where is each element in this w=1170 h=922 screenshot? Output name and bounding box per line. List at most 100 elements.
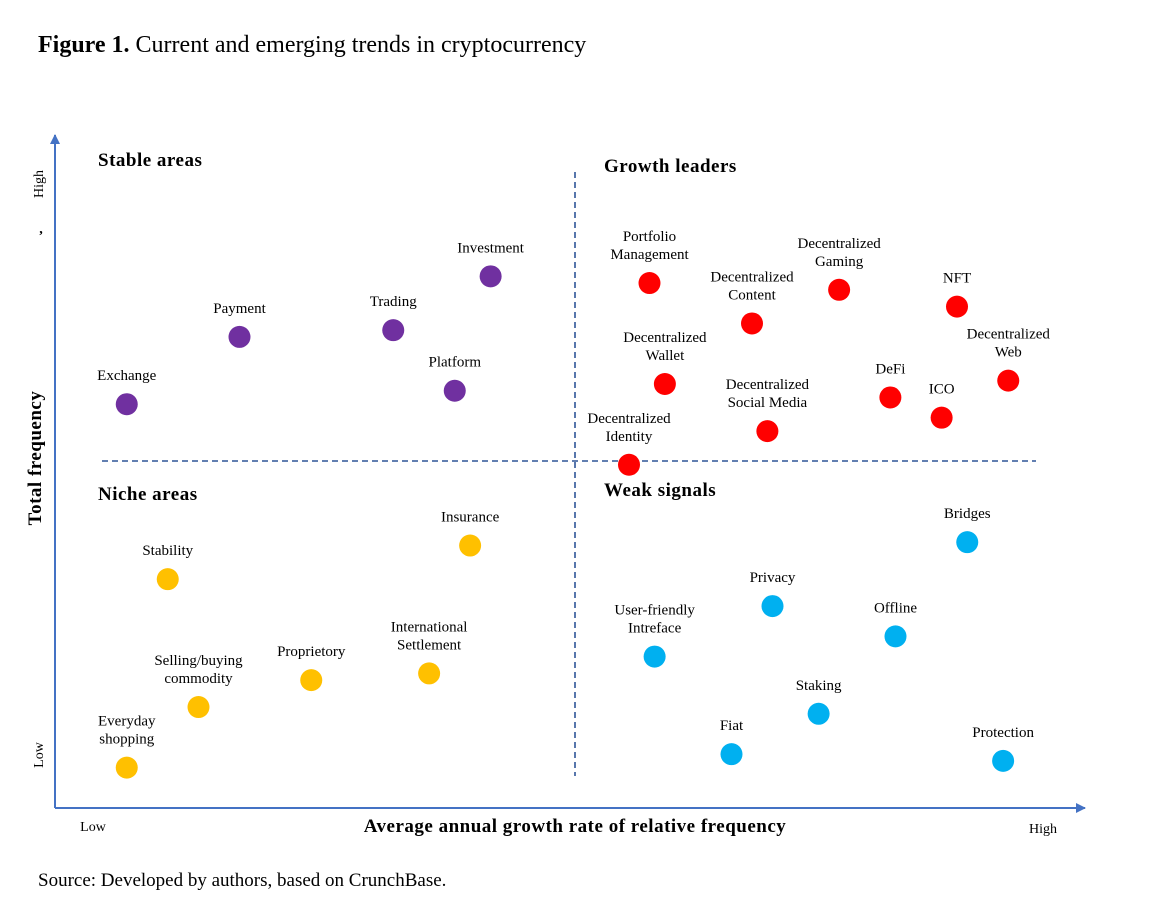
data-point: Trading bbox=[370, 294, 417, 342]
point-label: Everyday bbox=[98, 714, 156, 730]
point-label: Content bbox=[728, 287, 776, 303]
data-point: Payment bbox=[213, 301, 267, 348]
point-label: shopping bbox=[99, 732, 155, 748]
point-marker bbox=[643, 645, 666, 668]
data-point: International Settlement bbox=[391, 619, 468, 685]
point-marker bbox=[946, 295, 968, 318]
point-label: Exchange bbox=[97, 368, 156, 384]
data-point: Bridges bbox=[944, 506, 991, 554]
point-label: Decentralized bbox=[587, 411, 671, 427]
point-marker bbox=[300, 669, 323, 692]
quadrant-label: Stable areas bbox=[98, 150, 202, 171]
axes bbox=[50, 134, 1086, 813]
point-marker bbox=[638, 272, 661, 295]
point-label: Settlement bbox=[397, 637, 462, 653]
point-marker bbox=[720, 743, 743, 766]
data-point: Insurance bbox=[441, 510, 500, 557]
x-high-label: High bbox=[1029, 822, 1057, 837]
point-marker bbox=[187, 696, 210, 719]
data-point: User-friendly Intreface bbox=[614, 603, 695, 668]
point-label: International bbox=[391, 619, 468, 635]
point-label: Investment bbox=[457, 240, 524, 256]
quadrant-label: Growth leaders bbox=[604, 156, 737, 177]
point-marker bbox=[156, 568, 179, 591]
point-marker bbox=[443, 379, 466, 402]
point-marker bbox=[382, 319, 405, 342]
point-marker bbox=[418, 662, 441, 685]
axis-labels: Average annual growth rate of relative f… bbox=[25, 170, 1057, 837]
point-label: User-friendly bbox=[614, 603, 695, 619]
figure-caption: Current and emerging trends in cryptocur… bbox=[135, 32, 587, 58]
data-point: Stability bbox=[142, 543, 194, 591]
point-label: Insurance bbox=[441, 510, 500, 526]
point-marker bbox=[653, 373, 676, 396]
data-points: Exchange Payment Trading Investment Platform… bbox=[97, 229, 1050, 779]
y-high-label: High bbox=[32, 170, 47, 198]
point-label: Selling/buying bbox=[154, 653, 243, 669]
data-point: Decentralized Web bbox=[967, 327, 1051, 392]
point-label: Decentralized bbox=[726, 377, 810, 393]
point-label: Proprietory bbox=[277, 644, 346, 660]
point-label: Web bbox=[995, 345, 1022, 361]
point-label: Management bbox=[610, 247, 689, 263]
point-label: Social Media bbox=[728, 395, 808, 411]
point-label: Decentralized bbox=[967, 327, 1051, 343]
point-marker bbox=[756, 420, 779, 443]
x-axis-title: Average annual growth rate of relative f… bbox=[364, 816, 787, 837]
data-point: Decentralized Gaming bbox=[797, 236, 881, 301]
data-point: ICO bbox=[929, 382, 955, 429]
data-point: Decentralized Content bbox=[710, 269, 794, 335]
data-point: Privacy bbox=[750, 570, 796, 618]
point-marker bbox=[115, 393, 138, 416]
point-marker bbox=[884, 625, 907, 648]
quadrant-labels: Stable areas Growth leaders Niche areas Wea… bbox=[98, 150, 737, 505]
point-label: Bridges bbox=[944, 506, 991, 522]
data-point: Staking bbox=[796, 678, 842, 725]
quadrant-label: Niche areas bbox=[98, 484, 198, 505]
y-low-label: Low bbox=[32, 741, 47, 768]
x-low-label: Low bbox=[80, 820, 107, 835]
point-label: Decentralized bbox=[710, 269, 794, 285]
point-marker bbox=[828, 278, 851, 301]
point-label: Protection bbox=[972, 725, 1034, 741]
point-marker bbox=[930, 406, 953, 429]
point-marker bbox=[992, 749, 1015, 772]
data-point: Protection bbox=[972, 725, 1034, 772]
point-label: Payment bbox=[213, 301, 266, 317]
point-label: Offline bbox=[874, 600, 917, 616]
point-marker bbox=[997, 369, 1020, 392]
point-marker bbox=[228, 325, 251, 348]
point-label: Intreface bbox=[628, 621, 682, 637]
point-label: Trading bbox=[370, 294, 417, 310]
data-point: Proprietory bbox=[277, 644, 346, 692]
point-label: Decentralized bbox=[797, 236, 881, 252]
data-point: Selling/buying commodity bbox=[154, 653, 243, 719]
data-point: Decentralized Wallet bbox=[623, 330, 707, 396]
figure-title: Figure 1. Current and emerging trends in… bbox=[38, 32, 586, 59]
point-label: Portfolio bbox=[623, 229, 676, 245]
point-marker bbox=[115, 756, 138, 779]
data-point: Platform bbox=[429, 355, 481, 402]
point-label: Wallet bbox=[645, 348, 685, 364]
point-marker bbox=[459, 534, 482, 557]
data-point: Fiat bbox=[720, 718, 744, 766]
point-marker bbox=[479, 265, 502, 288]
source-note: Source: Developed by authors, based on C… bbox=[38, 870, 447, 891]
figure-label: Figure 1. bbox=[38, 32, 130, 58]
point-marker bbox=[807, 702, 830, 725]
point-marker bbox=[618, 453, 640, 476]
quadrant-dividers bbox=[102, 172, 1036, 776]
data-point: Everyday shopping bbox=[98, 714, 156, 779]
point-label: Decentralized bbox=[623, 330, 707, 346]
point-label: Staking bbox=[796, 678, 842, 694]
point-label: Privacy bbox=[750, 570, 796, 586]
y-axis-title: Total frequency bbox=[25, 391, 46, 526]
point-label: NFT bbox=[943, 271, 971, 287]
point-label: DeFi bbox=[875, 361, 905, 377]
data-point: Investment bbox=[457, 240, 525, 288]
point-marker bbox=[761, 595, 784, 618]
data-point: Decentralized Social Media bbox=[726, 377, 810, 443]
point-label: ICO bbox=[929, 382, 955, 398]
quadrant-label: Weak signals bbox=[604, 480, 716, 501]
